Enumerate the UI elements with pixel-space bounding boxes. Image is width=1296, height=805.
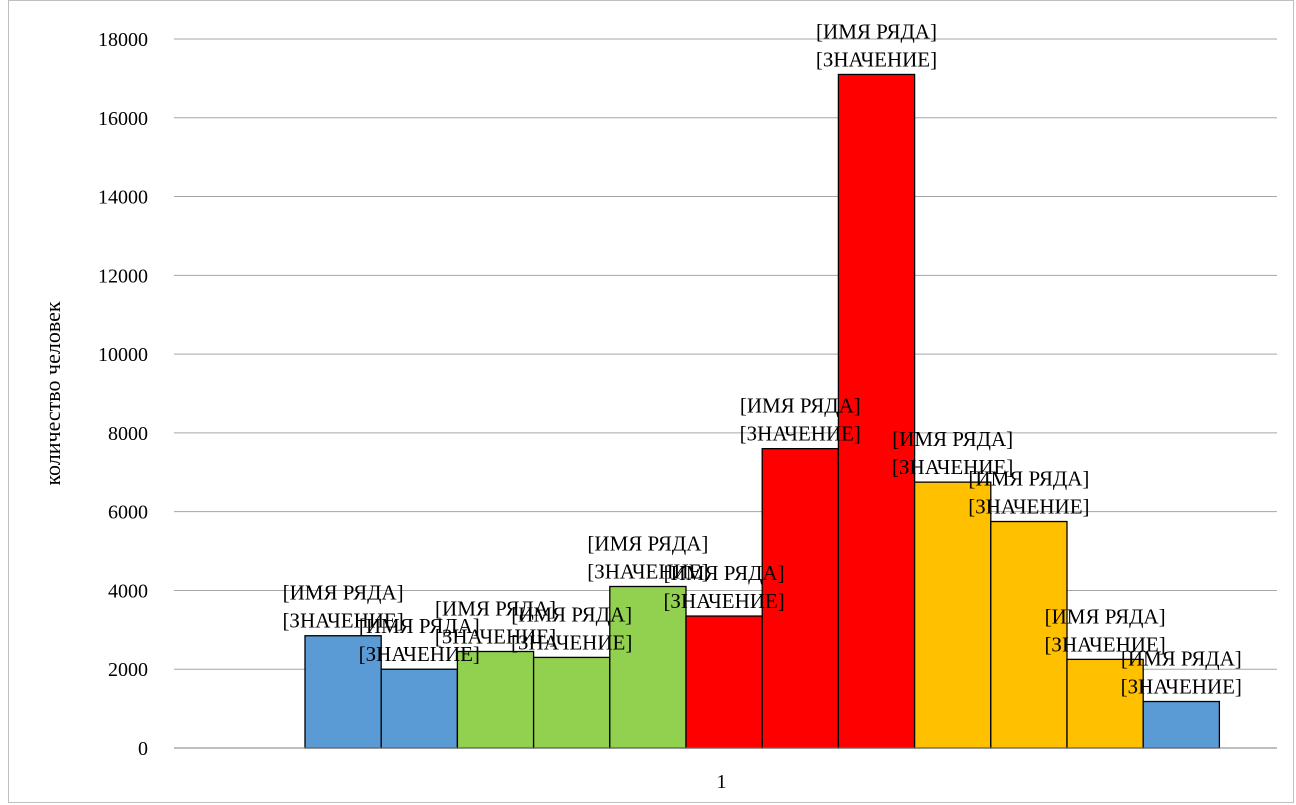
bar (761, 447, 840, 749)
bar-label-name: [ИМЯ РЯДА] (664, 561, 785, 585)
bar (685, 615, 763, 749)
bar (1142, 700, 1221, 749)
bar-label-value: [ЗНАЧЕНИЕ] (282, 609, 403, 633)
y-tick-label: 10000 (98, 344, 148, 366)
bar-label-value: [ЗНАЧЕНИЕ] (359, 642, 480, 666)
bar-label-value: [ЗНАЧЕНИЕ] (816, 47, 937, 71)
bar-label-value: [ЗНАЧЕНИЕ] (968, 495, 1089, 519)
bar-label-name: [ИМЯ РЯДА] (968, 467, 1089, 491)
y-axis-title: количество человек (40, 301, 65, 485)
data-labels: [ИМЯ РЯДА][ЗНАЧЕНИЕ][ИМЯ РЯДА][ЗНАЧЕНИЕ]… (282, 19, 1241, 698)
y-tick-label: 0 (138, 738, 148, 760)
bar-label-value: [ЗНАЧЕНИЕ] (435, 624, 556, 648)
bar-label-value: [ЗНАЧЕНИЕ] (511, 630, 632, 654)
bar (532, 656, 611, 749)
y-tick-label: 4000 (108, 580, 148, 602)
bar-label-value: [ЗНАЧЕНИЕ] (892, 455, 1013, 479)
y-tick-label: 6000 (108, 502, 148, 524)
bar-label-name: [ИМЯ РЯДА] (892, 427, 1013, 451)
bar (990, 520, 1068, 749)
bar (380, 668, 459, 749)
bar-label-name: [ИМЯ РЯДА] (816, 19, 937, 43)
bar-label-name: [ИМЯ РЯДА] (359, 614, 480, 638)
bar-label-name: [ИМЯ РЯДА] (587, 532, 708, 556)
bar-label-name: [ИМЯ РЯДА] (435, 596, 556, 620)
bar-label-value: [ЗНАЧЕНИЕ] (1044, 632, 1165, 656)
y-tick-label: 2000 (108, 659, 148, 681)
bar-label-name: [ИМЯ РЯДА] (1045, 604, 1166, 628)
y-axis-ticks: 0 2000 4000 6000 8000 10000 12000 14000 16000 180… (98, 29, 148, 760)
y-tick-label: 18000 (98, 29, 148, 51)
bar (456, 650, 535, 749)
bar (913, 481, 992, 749)
bar-label-value: [ЗНАЧЕНИЕ] (740, 422, 861, 446)
y-tick-label: 16000 (98, 108, 148, 130)
bar-label-value: [ЗНАЧЕНИЕ] (663, 589, 784, 613)
bar (609, 585, 687, 749)
x-category-label: 1 (717, 771, 727, 793)
bar-label-name: [ИМЯ РЯДА] (511, 602, 632, 626)
bars (304, 73, 1221, 749)
chart-frame (8, 0, 1294, 803)
y-tick-label: 14000 (98, 187, 148, 209)
bar-label-name: [ИМЯ РЯДА] (740, 394, 861, 418)
bar (1066, 658, 1144, 749)
bar-label-value: [ЗНАЧЕНИЕ] (587, 560, 708, 584)
bar-label-name: [ИМЯ РЯДА] (1121, 647, 1242, 671)
bar-label-name: [ИМЯ РЯДА] (283, 581, 404, 605)
bar-label-value: [ЗНАЧЕНИЕ] (1121, 675, 1242, 699)
y-tick-label: 12000 (98, 265, 148, 287)
y-tick-label: 8000 (108, 423, 148, 445)
